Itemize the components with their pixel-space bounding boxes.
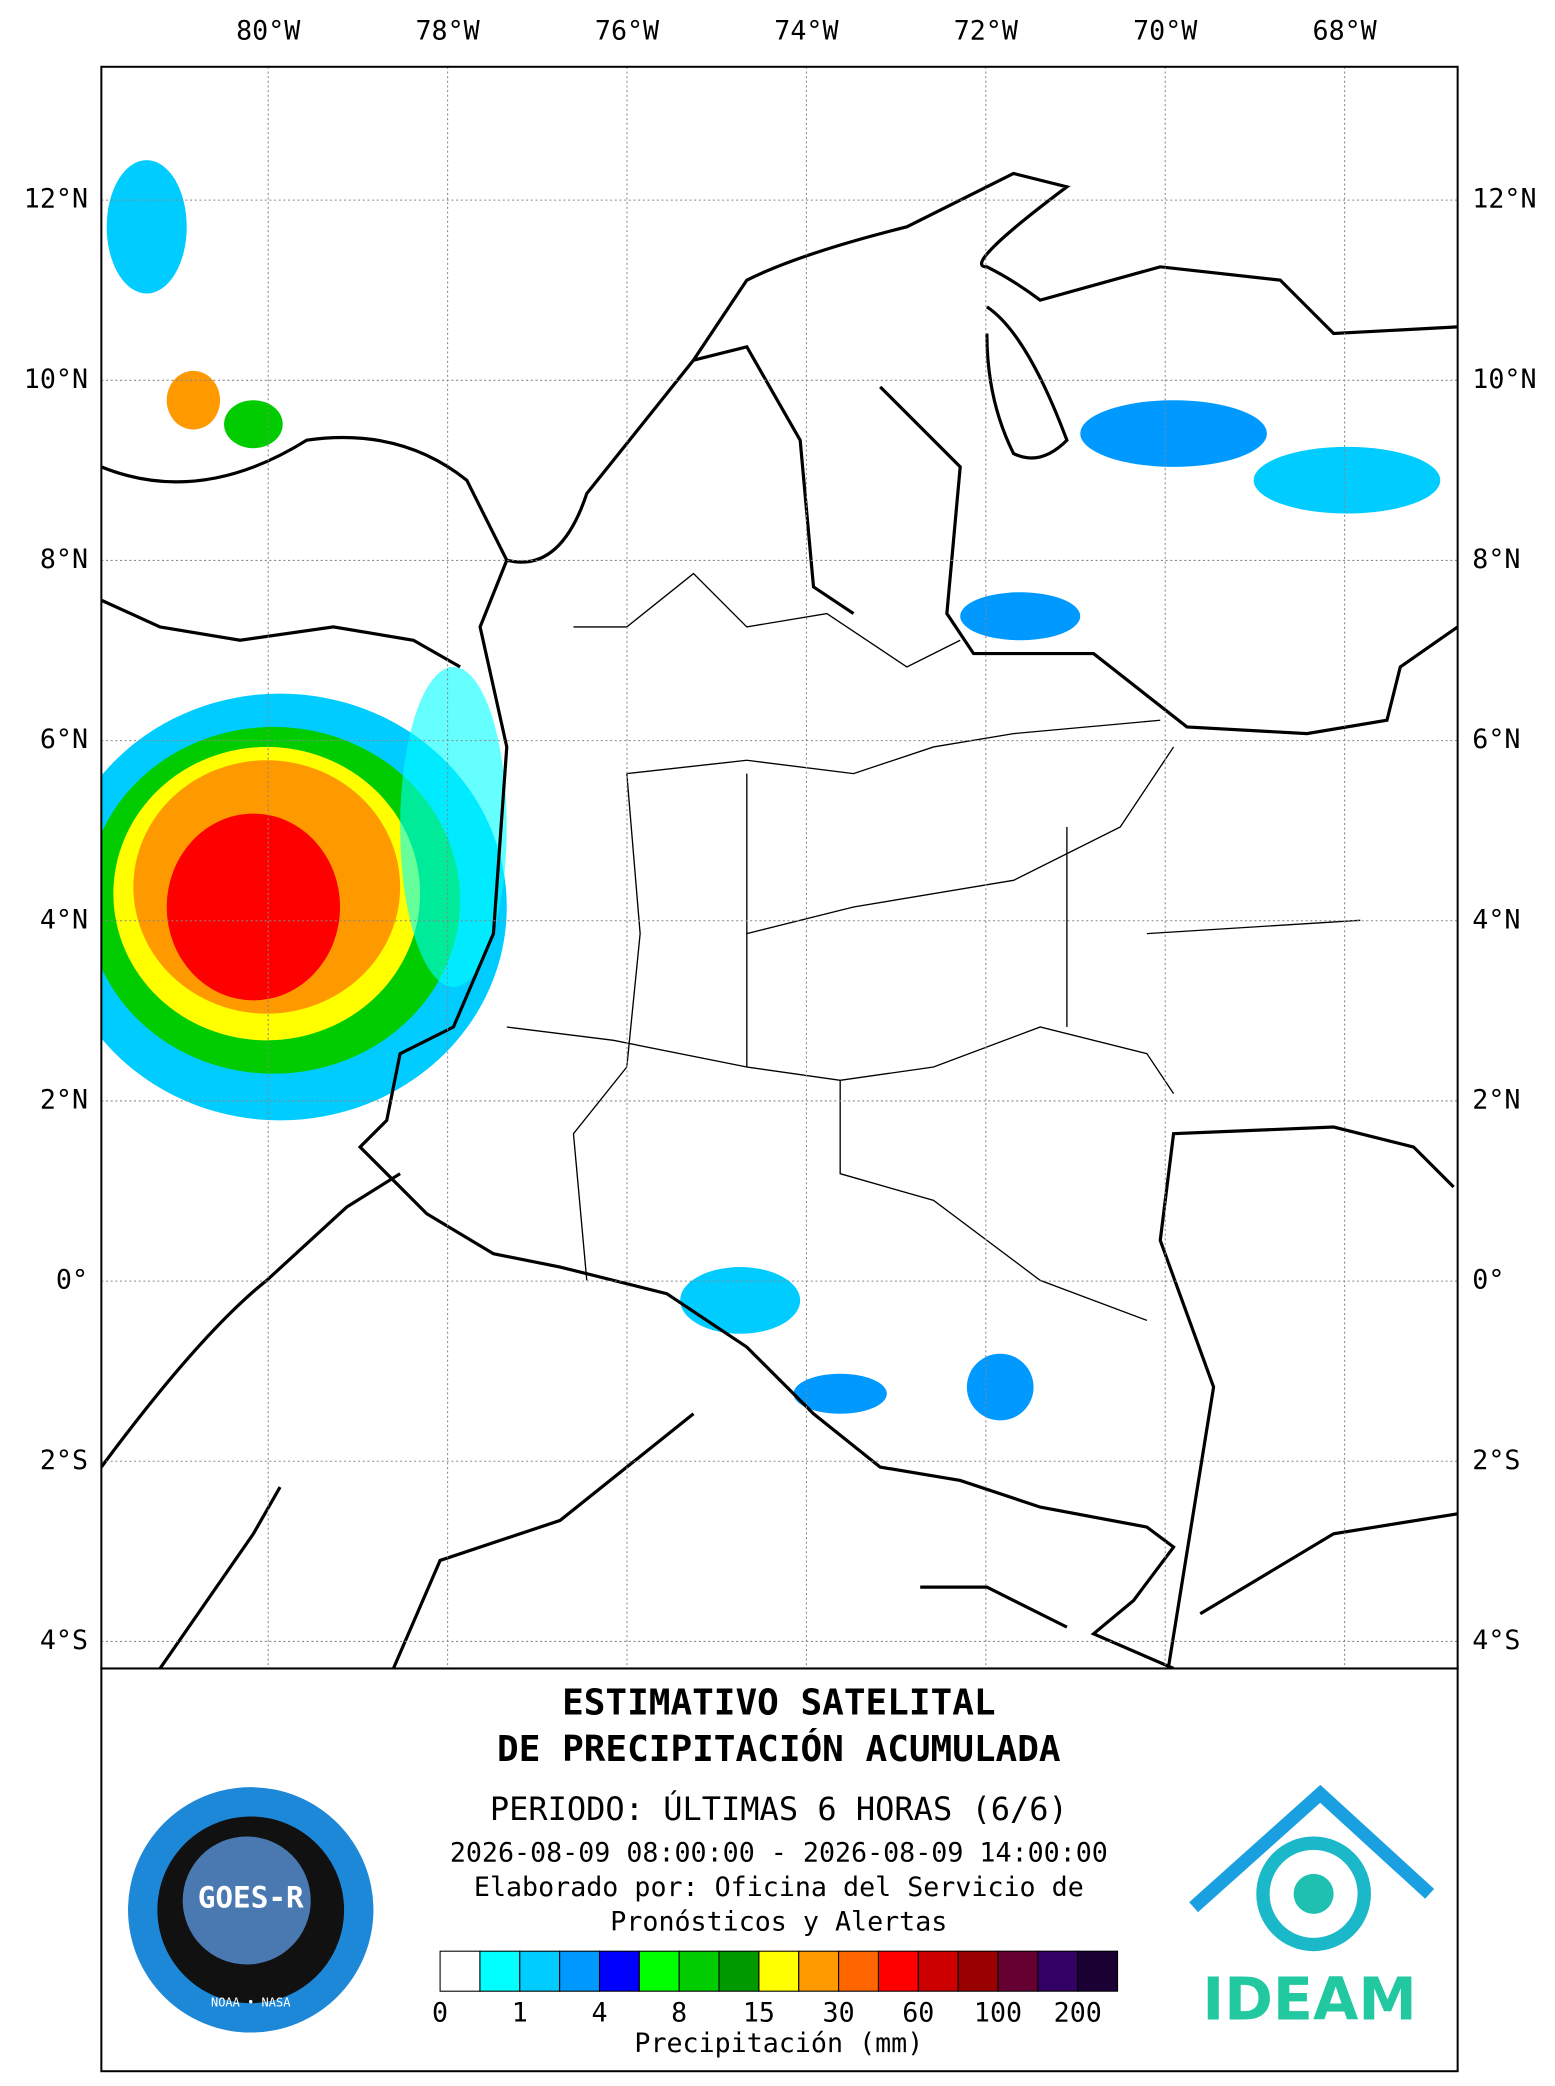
map-area <box>100 65 1459 1670</box>
lon-label: 68°W <box>1313 16 1378 47</box>
colorbar-label: 4 <box>591 1997 607 2028</box>
colorbar-swatch <box>1077 1950 1119 1992</box>
goes-logo: GOES-R NOAA • NASA <box>128 1787 374 2033</box>
logo-earth <box>182 1836 311 1965</box>
rain-area <box>224 400 283 449</box>
colorbar-title: Precipitación (mm) <box>634 2028 923 2059</box>
lon-label: 80°W <box>236 16 301 47</box>
ideam-logo: IDEAM <box>1189 1784 1435 2033</box>
lat-label: 4°N <box>1472 904 1520 935</box>
logo-swirl <box>1256 1836 1371 1952</box>
info-panel <box>100 1667 1459 2073</box>
logo-swirl-center <box>1293 1873 1334 1914</box>
lon-label: 78°W <box>416 16 481 47</box>
rain-area <box>966 1353 1034 1421</box>
lat-label: 8°N <box>1472 544 1520 575</box>
rain-area <box>106 160 187 294</box>
lat-label: 6°N <box>1472 724 1520 755</box>
colorbar-swatch <box>559 1950 601 1992</box>
lat-label: 12°N <box>24 184 88 215</box>
title: DE PRECIPITACIÓN ACUMULADA <box>497 1728 1061 1770</box>
colorbar-label: 15 <box>743 1997 775 2028</box>
lat-label: 2°N <box>40 1084 88 1115</box>
precipitation-field <box>101 160 1458 1669</box>
dates: 2026-08-09 08:00:00 - 2026-08-09 14:00:0… <box>450 1837 1108 1868</box>
colorbar-swatch <box>439 1950 481 1992</box>
lat-label: 6°N <box>40 724 88 755</box>
period: PERIODO: ÚLTIMAS 6 HORAS (6/6) <box>490 1789 1068 1828</box>
lat-label: 0° <box>56 1265 88 1296</box>
lat-label: 2°S <box>40 1445 88 1476</box>
rain-area <box>960 592 1081 641</box>
rain-area <box>680 1267 801 1334</box>
colorbar-swatch <box>917 1950 959 1992</box>
author: Elaborado por: Oficina del Servicio de <box>474 1872 1084 1903</box>
colorbar-swatch <box>718 1950 760 1992</box>
lat-label: 10°N <box>1472 364 1536 395</box>
lat-label: 2°N <box>1472 1084 1520 1115</box>
colorbar-label: 30 <box>823 1997 855 2028</box>
colorbar-swatch <box>598 1950 640 1992</box>
lon-label: 74°W <box>774 16 839 47</box>
logo-subtext: NOAA • NASA <box>211 1996 291 2010</box>
colorbar-swatch <box>798 1950 840 1992</box>
colorbar-label: 0 <box>432 1997 448 2028</box>
lon-label: 76°W <box>595 16 660 47</box>
coastline-and-borders <box>101 171 1458 1669</box>
lat-label: 12°N <box>1472 184 1536 215</box>
author: Pronósticos y Alertas <box>610 1907 947 1938</box>
rain-area <box>400 666 507 987</box>
colorbar-swatch <box>479 1950 521 1992</box>
title: ESTIMATIVO SATELITAL <box>562 1682 995 1723</box>
colorbar: 0 1 4 8 15 30 60 100 200 <box>432 1950 1119 2028</box>
logo-text: IDEAM <box>1202 1965 1416 2033</box>
colorbar-swatch <box>678 1950 720 1992</box>
colorbar-swatch <box>957 1950 999 1992</box>
lat-label: 0° <box>1472 1265 1504 1296</box>
rain-area <box>166 813 341 1001</box>
colorbar-label: 100 <box>974 1997 1022 2028</box>
colorbar-swatch <box>1037 1950 1079 1992</box>
rain-area <box>166 370 221 430</box>
lon-label: 70°W <box>1133 16 1198 47</box>
colorbar-swatch <box>997 1950 1039 1992</box>
colorbar-label: 1 <box>512 1997 528 2028</box>
lat-label: 4°S <box>40 1625 88 1656</box>
colorbar-label: 200 <box>1054 1997 1102 2028</box>
lat-label: 4°S <box>1472 1625 1520 1656</box>
lat-label: 10°N <box>24 364 88 395</box>
logo-text: GOES-R <box>198 1881 304 1915</box>
lat-label: 2°S <box>1472 1445 1520 1476</box>
colorbar-swatch <box>519 1950 561 1992</box>
rain-area <box>793 1373 887 1414</box>
colorbar-swatch <box>877 1950 919 1992</box>
colorbar-swatch <box>638 1950 680 1992</box>
lat-label: 8°N <box>40 544 88 575</box>
colorbar-swatch <box>758 1950 800 1992</box>
colorbar-label: 8 <box>671 1997 687 2028</box>
logo-roof <box>1189 1784 1435 1913</box>
lon-label: 72°W <box>954 16 1019 47</box>
rain-area <box>1253 446 1441 514</box>
graticule <box>101 66 1458 1669</box>
colorbar-label: 60 <box>902 1997 934 2028</box>
rain-area <box>1080 400 1267 467</box>
lat-label: 4°N <box>40 904 88 935</box>
colorbar-swatch <box>838 1950 879 1992</box>
